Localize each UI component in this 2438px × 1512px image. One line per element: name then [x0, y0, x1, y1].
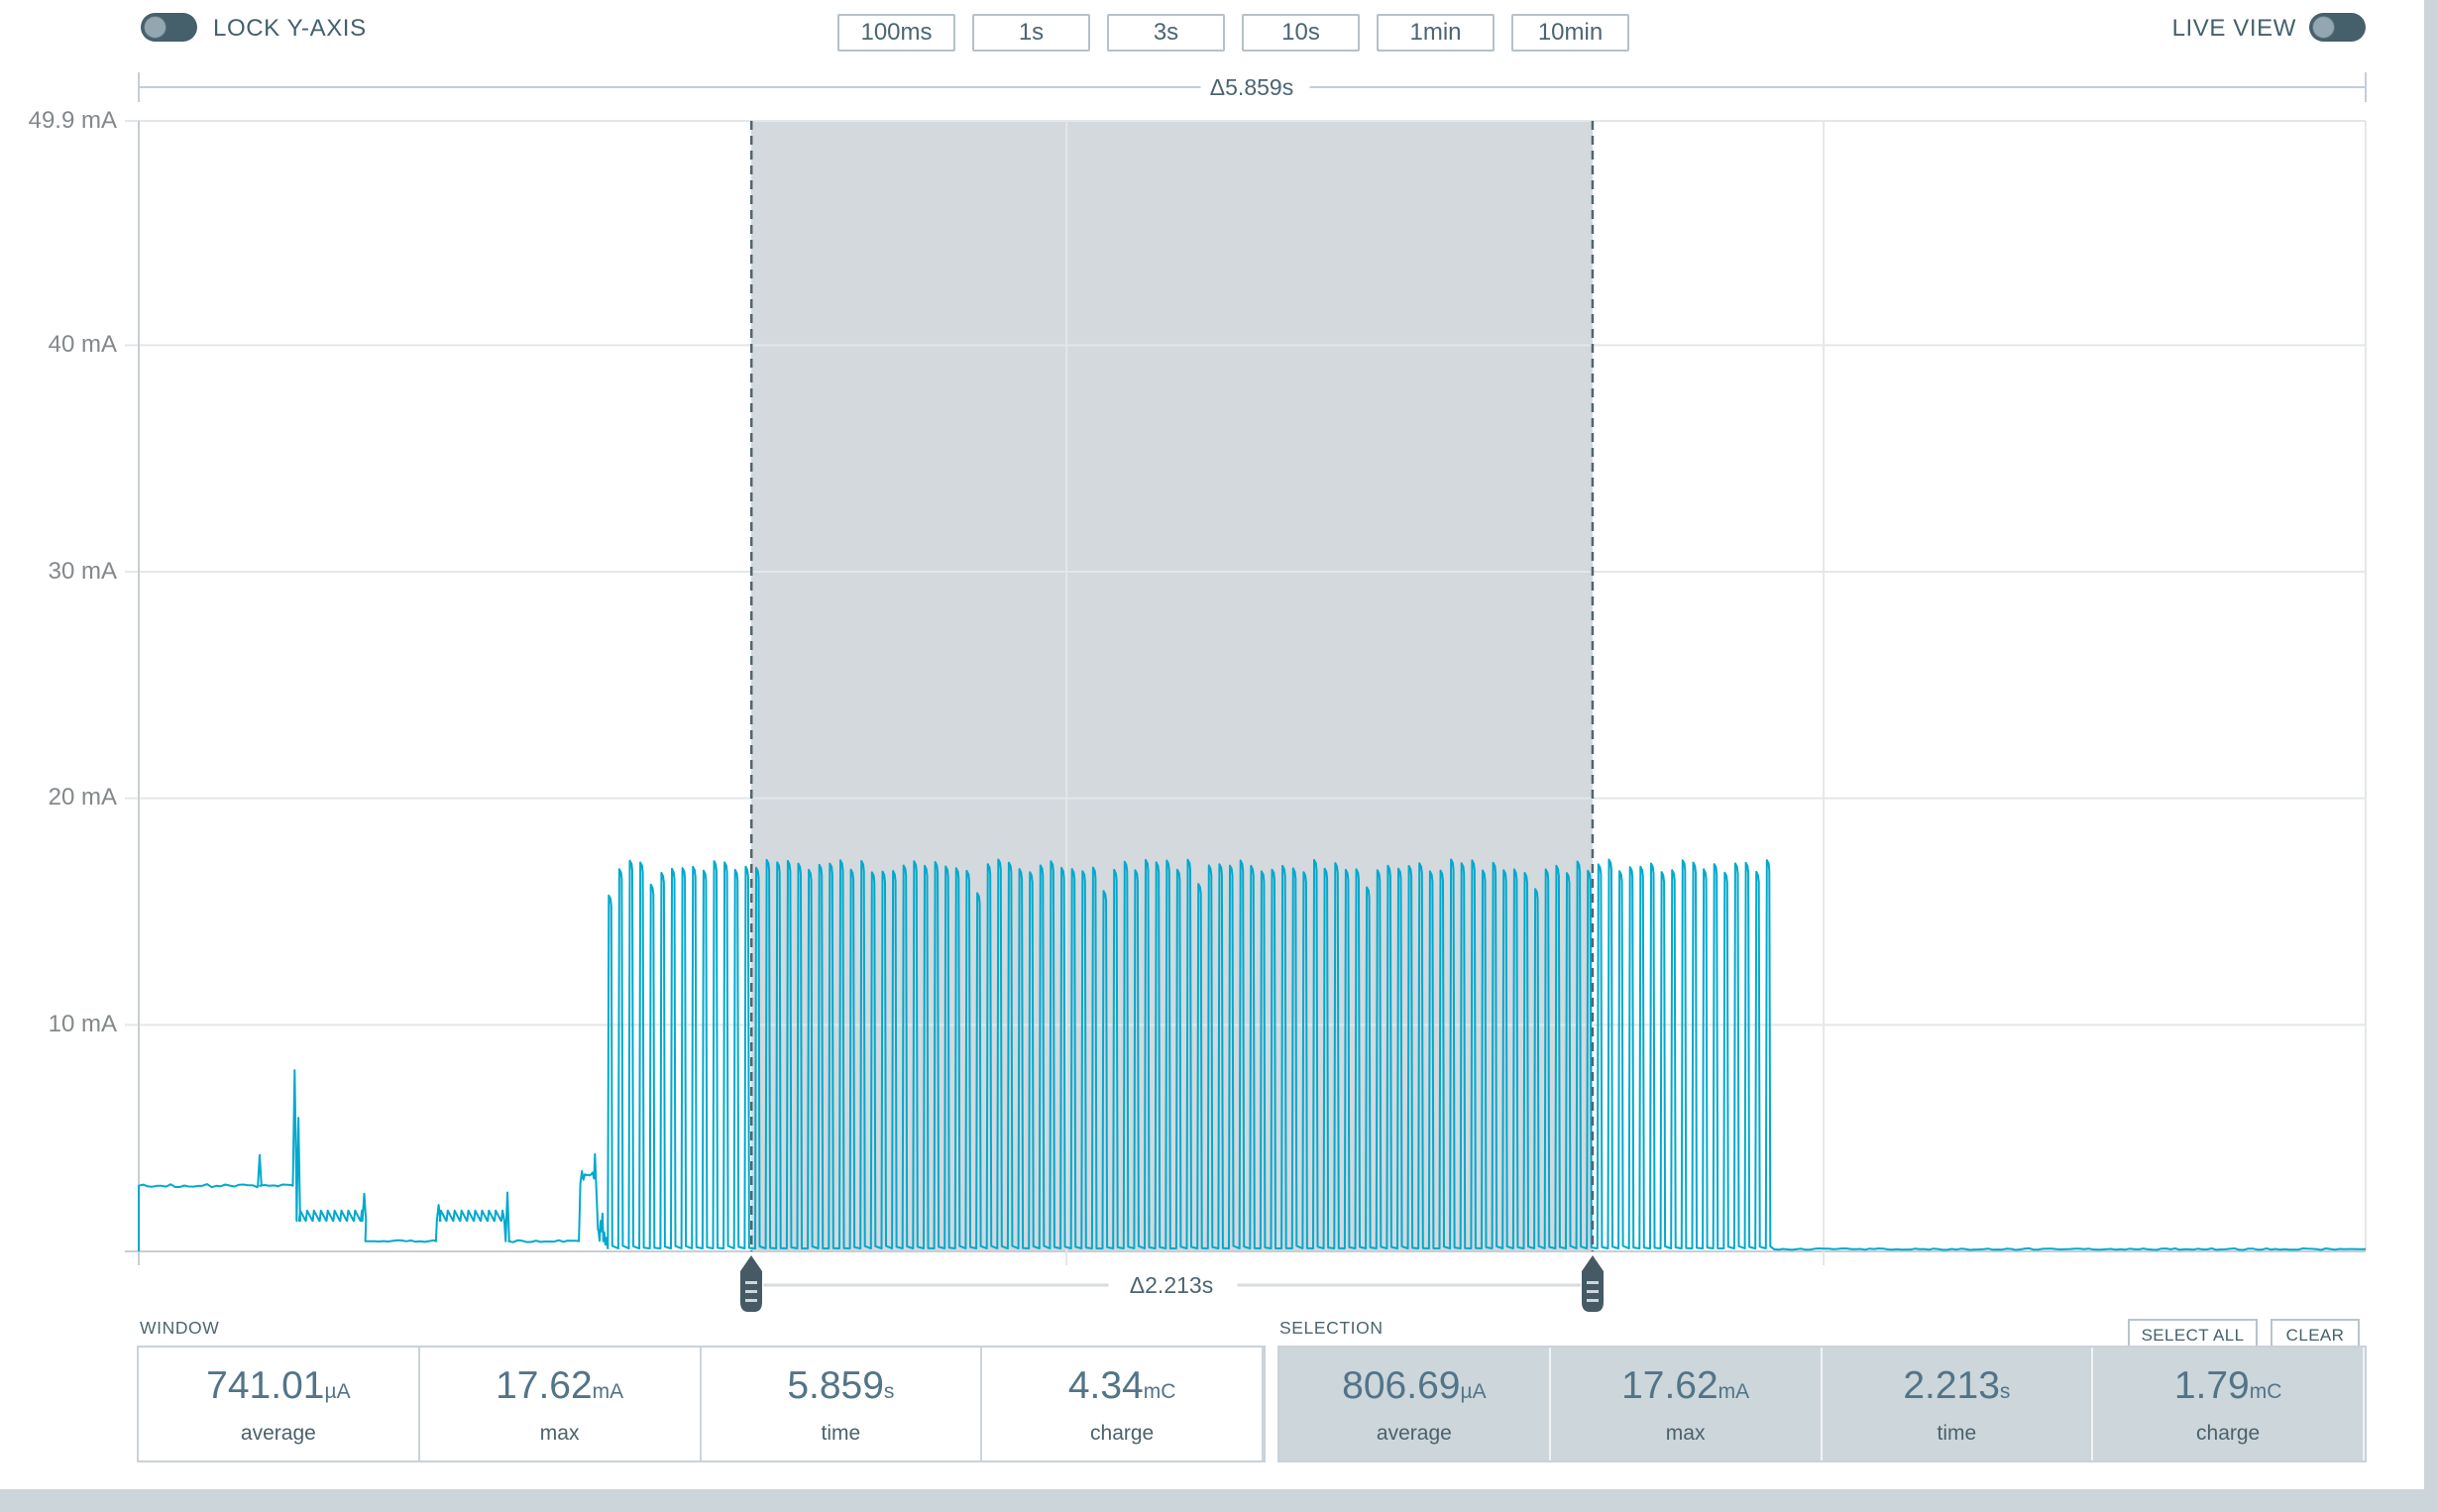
stat-cell-window-charge: 4.34mC charge	[982, 1348, 1264, 1460]
window-delta-label: Δ5.859s	[1209, 74, 1294, 100]
stat-unit: mA	[1718, 1380, 1750, 1403]
stat-label: average	[240, 1422, 316, 1445]
duration-button-10min[interactable]: 10min	[1511, 14, 1629, 52]
drag-handle-icon	[740, 1255, 763, 1312]
y-axis-tick-label: 10 mA	[48, 1011, 117, 1037]
stat-unit: µA	[324, 1380, 351, 1403]
lock-y-axis-toggle[interactable]	[141, 13, 197, 42]
selection-handle-left[interactable]	[738, 1254, 764, 1314]
duration-button-1min[interactable]: 1min	[1377, 14, 1495, 52]
stat-unit: s	[1999, 1380, 2011, 1403]
selection-delta-label: Δ2.213s	[1129, 1272, 1214, 1298]
stat-cell-selection-average: 806.69µA average	[1279, 1348, 1551, 1460]
window-stats-panel: 741.01µA average 17.62mA max 5.859s time…	[137, 1346, 1266, 1462]
stat-label: max	[539, 1422, 580, 1445]
selection-panel-title: SELECTION	[1279, 1318, 1384, 1338]
stat-value: 17.62mA	[1621, 1364, 1750, 1407]
stat-label: charge	[2196, 1422, 2261, 1445]
duration-button-1s[interactable]: 1s	[972, 14, 1090, 52]
window-panel-title: WINDOW	[140, 1318, 220, 1338]
y-axis-tick-label: 20 mA	[48, 784, 117, 810]
vertical-scrollbar[interactable]	[2424, 0, 2438, 1512]
stat-value: 806.69µA	[1342, 1364, 1487, 1407]
stat-label: time	[1937, 1422, 1977, 1445]
stat-unit: mA	[592, 1380, 624, 1403]
stat-value: 741.01µA	[206, 1364, 351, 1407]
stat-value: 17.62mA	[496, 1364, 624, 1407]
stat-cell-window-max: 17.62mA max	[420, 1348, 702, 1460]
stat-value: 1.79mC	[2173, 1364, 2282, 1407]
duration-button-100ms[interactable]: 100ms	[837, 14, 955, 52]
horizontal-scrollbar[interactable]	[0, 1489, 2438, 1512]
toggle-knob-icon	[2312, 16, 2335, 39]
stat-cell-window-average: 741.01µA average	[139, 1348, 420, 1460]
stat-label: max	[1665, 1422, 1706, 1445]
live-view-toggle[interactable]	[2309, 13, 2366, 42]
toggle-knob-icon	[144, 16, 166, 39]
lock-y-axis-label: LOCK Y-AXIS	[213, 15, 367, 42]
drag-handle-icon	[1581, 1255, 1604, 1312]
stat-unit: mC	[1143, 1380, 1176, 1403]
duration-button-row: 100ms 1s 3s 10s 1min 10min	[837, 14, 1629, 52]
stat-unit: mC	[2249, 1380, 2282, 1403]
selection-handle-right[interactable]	[1580, 1254, 1606, 1314]
y-axis-tick-label: 40 mA	[48, 331, 117, 358]
selection-overlay[interactable]	[751, 121, 1593, 1251]
stat-unit: µA	[1460, 1380, 1487, 1403]
stat-cell-selection-max: 17.62mA max	[1551, 1348, 1823, 1460]
stat-cell-selection-charge: 1.79mC charge	[2093, 1348, 2365, 1460]
selection-stats-panel: 806.69µA average 17.62mA max 2.213s time…	[1277, 1346, 2367, 1462]
stat-label: time	[821, 1422, 861, 1445]
stat-cell-selection-time: 2.213s time	[1823, 1348, 2094, 1460]
stat-value: 4.34mC	[1067, 1364, 1176, 1407]
y-axis-tick-label: 30 mA	[48, 558, 117, 585]
stat-label: average	[1376, 1422, 1452, 1445]
duration-button-10s[interactable]: 10s	[1242, 14, 1360, 52]
stat-label: charge	[1090, 1422, 1155, 1445]
stat-cell-window-time: 5.859s time	[702, 1348, 983, 1460]
duration-button-3s[interactable]: 3s	[1107, 14, 1225, 52]
y-axis-tick-label: 49.9 mA	[28, 107, 117, 134]
stat-value: 2.213s	[1903, 1364, 2011, 1407]
live-view-label: LIVE VIEW	[2171, 15, 2296, 42]
stat-unit: s	[883, 1380, 895, 1403]
stat-value: 5.859s	[787, 1364, 895, 1407]
